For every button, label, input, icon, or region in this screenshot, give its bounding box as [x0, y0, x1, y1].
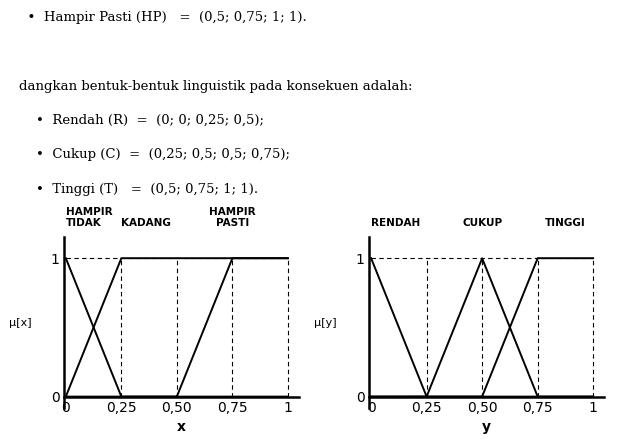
X-axis label: y: y — [482, 420, 491, 434]
Text: •  Tinggi (T)   =  (0,5; 0,75; 1; 1).: • Tinggi (T) = (0,5; 0,75; 1; 1). — [19, 183, 258, 196]
Text: CUKUP: CUKUP — [462, 218, 502, 228]
Text: dangkan bentuk-bentuk linguistik pada konsekuen adalah:: dangkan bentuk-bentuk linguistik pada ko… — [19, 80, 413, 93]
Text: •  Hampir Pasti (HP)   =  (0,5; 0,75; 1; 1).: • Hampir Pasti (HP) = (0,5; 0,75; 1; 1). — [19, 11, 307, 24]
Y-axis label: μ[x]: μ[x] — [9, 318, 31, 327]
Text: HAMPIR
PASTI: HAMPIR PASTI — [209, 207, 256, 228]
Text: •  Rendah (R)  =  (0; 0; 0,25; 0,5);: • Rendah (R) = (0; 0; 0,25; 0,5); — [19, 114, 264, 127]
Y-axis label: μ[y]: μ[y] — [314, 318, 336, 327]
Text: KADANG: KADANG — [121, 218, 171, 228]
Text: TINGGI: TINGGI — [545, 218, 586, 228]
Text: •  Cukup (C)  =  (0,25; 0,5; 0,5; 0,75);: • Cukup (C) = (0,25; 0,5; 0,5; 0,75); — [19, 148, 290, 161]
Text: RENDAH: RENDAH — [371, 218, 420, 228]
X-axis label: x: x — [177, 420, 186, 434]
Text: HAMPIR
TIDAK: HAMPIR TIDAK — [66, 207, 113, 228]
